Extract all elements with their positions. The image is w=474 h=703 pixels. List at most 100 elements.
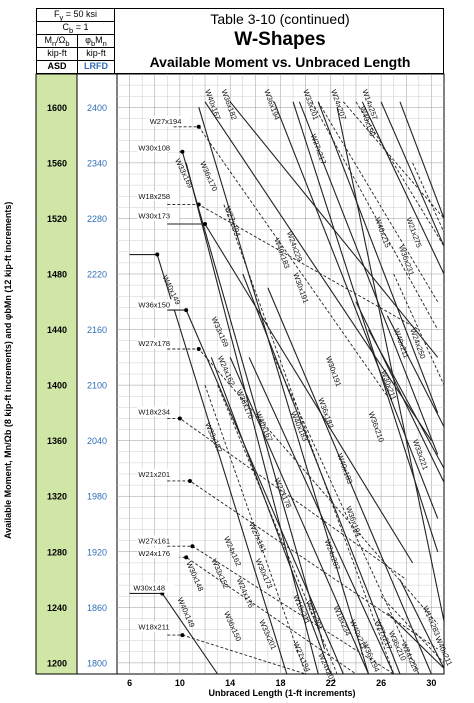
lrfd-tick-label: 1860 [87, 603, 107, 613]
series-label: W36x170 [235, 388, 256, 421]
lrfd-symbol: φbMn [85, 35, 107, 48]
series-line [355, 101, 444, 247]
series-label: W36x150 [222, 610, 243, 643]
asd-symbol: Mn/Ωb [44, 35, 70, 48]
lrfd-label: LRFD [84, 61, 108, 71]
lrfd-tick-label: 2340 [87, 158, 107, 168]
series-label: W30x191 [324, 355, 343, 388]
chart-subtitle: Available Moment vs. Unbraced Length [149, 54, 411, 70]
series-label: W24x207 [329, 88, 348, 121]
series-line [167, 480, 438, 650]
table-title: Table 3-10 (continued) [210, 11, 350, 27]
series-label: W27x194 [150, 117, 182, 126]
fy-text: Fy = 50 ksi [53, 9, 98, 22]
label-bg [137, 142, 180, 153]
series-point [187, 478, 192, 483]
lrfd-tick-label: 1800 [87, 658, 107, 668]
series-line [210, 357, 332, 674]
asd-tick-label: 1360 [47, 436, 67, 446]
series-line [198, 107, 370, 674]
x-tick-label: 6 [127, 678, 132, 688]
cb-cell: Cb = 1 [37, 22, 114, 35]
series-label: W40x167 [203, 88, 222, 121]
symbol-row: Mn/Ωb φbMn [37, 35, 114, 48]
asd-tick-label: 1600 [47, 103, 67, 113]
fy-cell: Fy = 50 ksi [37, 9, 114, 22]
series-label: W33x169 [173, 157, 195, 189]
series-line [223, 204, 395, 674]
x-tick-label: 26 [376, 678, 386, 688]
series-line [311, 101, 439, 330]
shape-title: W-Shapes [234, 29, 326, 50]
x-axis-label: Unbraced Length (1-ft increments) [208, 688, 356, 698]
series-label: W36x194 [344, 505, 363, 538]
lrfd-tick-label: 2040 [87, 436, 107, 446]
x-tick-label: 18 [275, 678, 285, 688]
series-label: W40x183 [335, 452, 354, 485]
series-label: W30x191 [291, 272, 310, 305]
lrfd-tick-label: 2220 [87, 270, 107, 280]
lrfd-unit: kip-ft [86, 48, 106, 58]
series-line [386, 315, 444, 428]
series-label: W40x215 [373, 216, 392, 249]
asd-tick-label: 1280 [47, 547, 67, 557]
lrfd-tick-label: 2400 [87, 103, 107, 113]
label-bg [137, 468, 180, 479]
label-bg [137, 299, 180, 310]
series-line [185, 162, 319, 674]
lrfd-tick-label: 2160 [87, 325, 107, 335]
x-tick-label: 10 [175, 678, 185, 688]
asd-tick-label: 1240 [47, 603, 67, 613]
x-tick-label: 14 [225, 678, 235, 688]
series-label: W36x194 [262, 88, 281, 121]
series-line [380, 595, 444, 664]
method-row: ASD LRFD [37, 61, 114, 75]
lrfd-tick-label: 1920 [87, 547, 107, 557]
asd-tick-label: 1440 [47, 325, 67, 335]
series-line [204, 101, 432, 442]
asd-tick-label: 1520 [47, 214, 67, 224]
asd-tick-label: 1320 [47, 492, 67, 502]
series-point [184, 555, 189, 560]
series-label: W27x178 [138, 339, 170, 348]
asd-tick-label: 1200 [47, 658, 67, 668]
asd-tick-label: 1400 [47, 381, 67, 391]
lrfd-tick-label: 2100 [87, 381, 107, 391]
series-line [399, 579, 444, 669]
series-line [267, 287, 432, 674]
label-bg [137, 547, 180, 558]
asd-unit: kip-ft [47, 48, 67, 58]
series-line [393, 273, 444, 386]
series-point [184, 308, 189, 313]
label-bg [137, 406, 180, 417]
unit-row: kip-ft kip-ft [37, 48, 114, 61]
series-label: W40x183 [289, 410, 310, 443]
series-line [361, 101, 444, 275]
series-point [203, 222, 208, 226]
series-label: W30x148 [184, 560, 205, 593]
series-label: W18x211 [138, 623, 169, 632]
series-line [204, 384, 307, 674]
label-bg [137, 621, 180, 632]
series-label: W27x161 [138, 536, 170, 545]
series-line [248, 357, 395, 674]
series-point [155, 252, 160, 257]
series-label: W27x194 [291, 641, 312, 674]
series-label: W18x258 [138, 192, 170, 201]
series-line [298, 101, 439, 455]
series-label: W21x201 [138, 470, 170, 479]
x-tick-label: 30 [426, 678, 436, 688]
series-line [229, 357, 370, 674]
series-line [343, 101, 444, 219]
asd-tick-label: 1560 [47, 158, 67, 168]
series-line [399, 101, 444, 219]
series-point [196, 347, 201, 351]
series-line [242, 273, 401, 674]
series-label: W40x211 [392, 327, 411, 359]
series-line [317, 101, 439, 303]
series-label: W24x162 [216, 354, 237, 387]
lrfd-tick-label: 1980 [87, 492, 107, 502]
series-label: W36x150 [138, 300, 170, 309]
series-label: W30x108 [138, 143, 170, 152]
